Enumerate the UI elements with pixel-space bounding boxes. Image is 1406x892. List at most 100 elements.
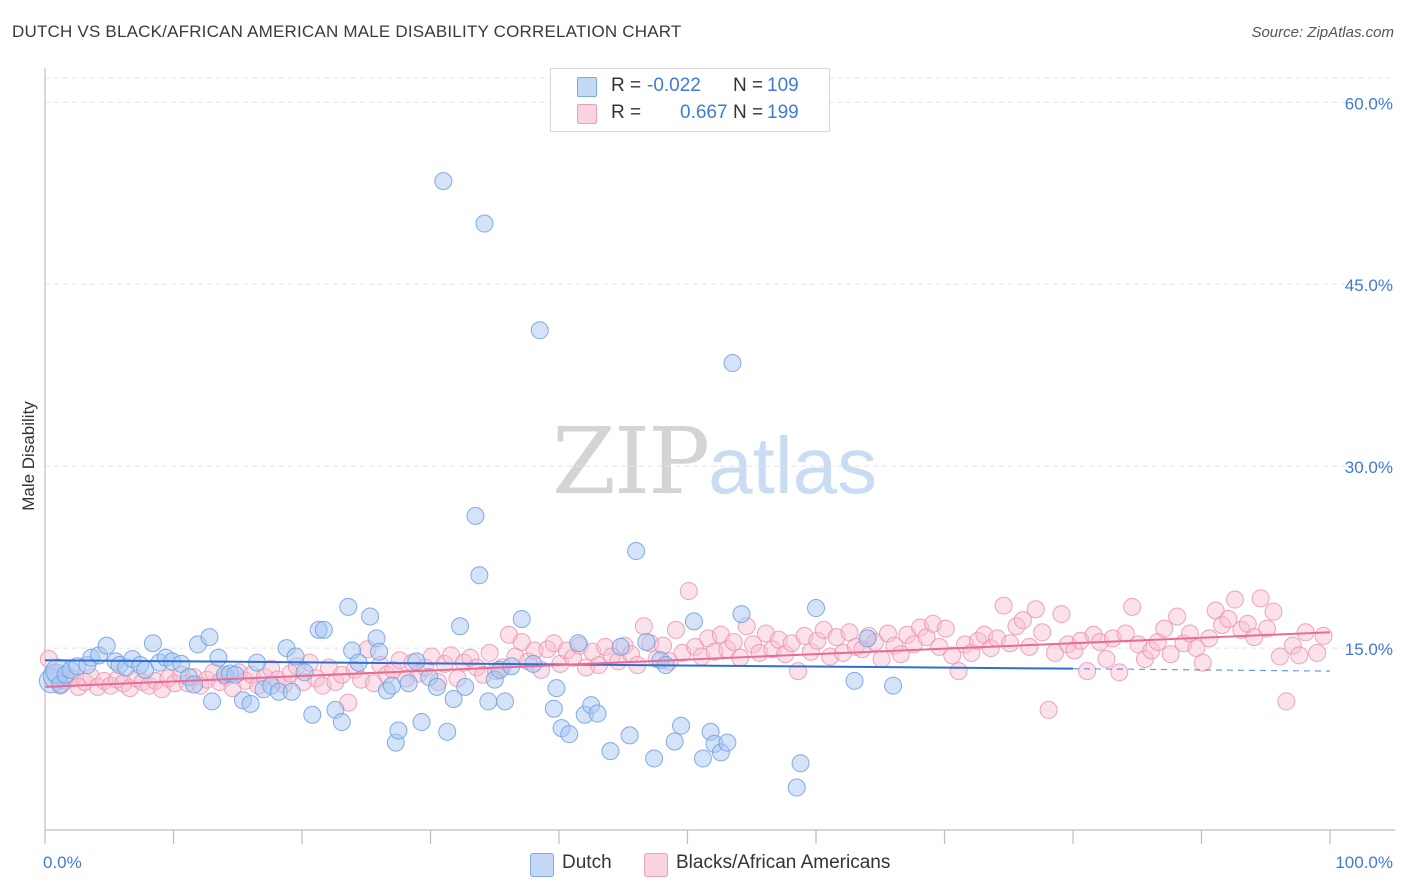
point-dutch — [407, 652, 426, 671]
point-dutch — [339, 597, 358, 616]
point-dutch — [611, 637, 630, 656]
watermark: ZIPatlas — [552, 408, 877, 515]
point-dutch — [791, 754, 810, 773]
chart-title: DUTCH VS BLACK/AFRICAN AMERICAN MALE DIS… — [12, 22, 682, 41]
point-dutch — [97, 636, 116, 655]
point-dutch — [637, 633, 656, 651]
point-dutch — [470, 566, 489, 585]
point-black — [634, 617, 653, 636]
point-black — [1123, 597, 1142, 616]
point-black — [1065, 641, 1084, 660]
point-dutch — [434, 172, 453, 191]
point-dutch — [203, 692, 222, 711]
point-black — [1033, 623, 1052, 642]
point-dutch — [466, 506, 485, 525]
point-dutch — [389, 721, 408, 740]
point-dutch — [807, 599, 825, 618]
point-black — [1245, 628, 1264, 647]
point-dutch — [241, 694, 260, 713]
point-black — [801, 642, 820, 661]
axes — [44, 68, 1395, 844]
point-black — [1264, 602, 1283, 621]
point-dutch — [332, 713, 351, 732]
point-dutch — [412, 713, 431, 732]
legend-r-value: -0.022 — [647, 75, 701, 96]
point-black — [943, 646, 962, 665]
point-black — [1013, 611, 1032, 630]
point-dutch — [282, 682, 301, 701]
series-dutch-points — [38, 172, 903, 797]
point-dutch — [427, 677, 446, 696]
point-black — [1308, 643, 1327, 662]
watermark-atlas: atlas — [708, 421, 878, 510]
point-black — [1097, 649, 1116, 668]
point-black — [1161, 645, 1180, 664]
y-tick-label: 30.0% — [1345, 458, 1393, 477]
point-dutch — [645, 749, 664, 768]
series-black-points — [39, 582, 1333, 719]
point-dutch — [627, 542, 646, 561]
point-dutch — [787, 778, 806, 797]
point-black — [666, 620, 685, 639]
point-dutch — [314, 620, 333, 639]
legend-r-label: R = — [611, 75, 642, 96]
point-black — [1020, 637, 1039, 656]
point-dutch — [496, 692, 515, 711]
point-black — [512, 633, 531, 651]
legend-r-value: 0.667 — [680, 102, 728, 123]
y-tick-label: 60.0% — [1345, 94, 1393, 113]
point-dutch — [456, 677, 475, 696]
bottom-legend-swatch-black — [644, 853, 668, 877]
point-dutch — [732, 605, 751, 624]
legend-r-label: R = — [611, 102, 642, 123]
point-black — [1290, 646, 1309, 665]
point-black — [1078, 662, 1097, 681]
point-black — [872, 649, 891, 668]
legend-n-value: 109 — [767, 75, 799, 96]
point-dutch — [399, 674, 418, 693]
source-credit: Source: ZipAtlas.com — [1251, 24, 1394, 41]
point-black — [686, 637, 705, 656]
point-black — [936, 619, 955, 638]
point-dutch — [185, 675, 204, 694]
point-black — [789, 662, 808, 681]
point-black — [1314, 626, 1333, 645]
point-dutch — [361, 607, 380, 626]
point-dutch — [370, 642, 389, 661]
point-black — [1116, 624, 1135, 643]
point-black — [1270, 647, 1289, 666]
point-black — [930, 637, 949, 656]
y-tick-label: 15.0% — [1345, 640, 1393, 659]
point-dutch — [560, 725, 579, 744]
point-dutch — [172, 654, 191, 673]
point-dutch — [382, 676, 401, 695]
point-dutch — [547, 679, 566, 698]
point-black — [480, 643, 499, 662]
point-black — [1168, 607, 1187, 626]
point-dutch — [512, 609, 531, 628]
bottom-legend-swatch-dutch — [530, 853, 554, 877]
point-black — [1052, 605, 1071, 624]
point-dutch — [438, 722, 457, 741]
point-dutch — [884, 676, 903, 695]
point-dutch — [303, 705, 322, 724]
point-dutch — [479, 692, 498, 711]
bottom-legend-label-black: Blacks/African Americans — [676, 852, 891, 873]
point-black — [1251, 589, 1270, 608]
point-dutch — [858, 629, 877, 648]
point-dutch — [672, 716, 691, 735]
point-dutch — [569, 634, 588, 653]
point-black — [1193, 653, 1212, 672]
legend-n-value: 199 — [767, 102, 799, 123]
x-tick-label: 0.0% — [43, 853, 82, 872]
point-dutch — [295, 663, 314, 682]
point-black — [1039, 700, 1058, 719]
point-black — [1225, 590, 1244, 609]
legend-swatch-dutch — [577, 77, 597, 97]
point-black — [949, 662, 968, 681]
point-dutch — [544, 699, 563, 718]
point-dutch — [200, 628, 219, 647]
legend-n-label: N = — [733, 102, 764, 123]
point-dutch — [620, 726, 639, 745]
